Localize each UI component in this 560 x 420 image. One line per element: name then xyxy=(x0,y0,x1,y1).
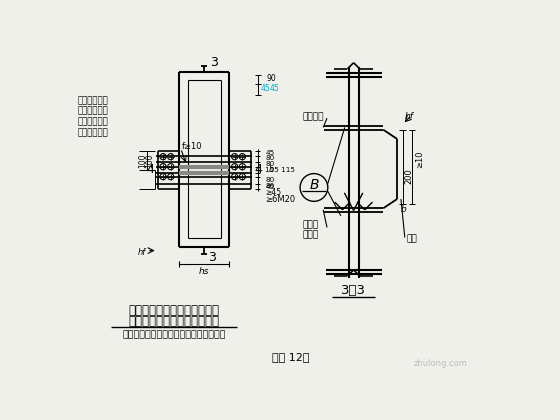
Text: 115 115: 115 115 xyxy=(265,167,296,173)
Text: ≥6M20: ≥6M20 xyxy=(265,195,296,204)
Text: 200: 200 xyxy=(405,168,414,184)
Text: 焊透坡口焊。: 焊透坡口焊。 xyxy=(77,128,108,137)
Text: hf: hf xyxy=(405,112,414,121)
Text: zhulong.com: zhulong.com xyxy=(414,359,468,368)
Text: 45: 45 xyxy=(265,150,275,156)
Text: 4: 4 xyxy=(255,163,263,176)
Text: b: b xyxy=(268,165,274,174)
Text: 4: 4 xyxy=(146,163,154,176)
Text: 45: 45 xyxy=(261,84,270,93)
Text: 安装耳板和水平加劲肋的构造: 安装耳板和水平加劲肋的构造 xyxy=(128,315,220,328)
Text: 下柱顶: 下柱顶 xyxy=(302,220,319,230)
Text: 耳板: 耳板 xyxy=(407,234,417,244)
Text: 100: 100 xyxy=(146,153,155,168)
Text: 45: 45 xyxy=(270,84,280,93)
Text: 上柱隔板: 上柱隔板 xyxy=(302,112,324,121)
Text: 3: 3 xyxy=(211,56,218,69)
Text: 90: 90 xyxy=(266,74,276,83)
Text: 焊缝应采用全: 焊缝应采用全 xyxy=(77,118,108,126)
Text: 45: 45 xyxy=(265,184,275,190)
Text: 80: 80 xyxy=(265,183,275,189)
Text: 箱形截面柱的工地拼接及设置: 箱形截面柱的工地拼接及设置 xyxy=(128,304,220,317)
Text: 100: 100 xyxy=(138,153,147,168)
Text: hs: hs xyxy=(199,267,209,276)
Text: 3: 3 xyxy=(208,251,216,264)
Text: f≥10: f≥10 xyxy=(181,142,202,151)
Text: 在此范围内，: 在此范围内， xyxy=(77,96,108,105)
Text: 80: 80 xyxy=(265,155,275,161)
Text: hf: hf xyxy=(138,248,146,257)
Text: 采取图的铝型: 采取图的铝型 xyxy=(77,107,108,116)
Text: （图 12）: （图 12） xyxy=(272,352,310,362)
Text: B: B xyxy=(309,178,319,192)
Text: ≥45: ≥45 xyxy=(265,188,282,197)
Text: b: b xyxy=(401,205,407,214)
Text: （箱壁采用全焊透的坡口对接焊缝连接）: （箱壁采用全焊透的坡口对接焊缝连接） xyxy=(122,331,226,340)
Text: ≥10: ≥10 xyxy=(415,151,424,168)
Text: 80: 80 xyxy=(265,177,275,183)
Text: 80: 80 xyxy=(265,161,275,167)
Text: 端隔板: 端隔板 xyxy=(302,231,319,240)
Text: 3－3: 3－3 xyxy=(341,284,366,297)
